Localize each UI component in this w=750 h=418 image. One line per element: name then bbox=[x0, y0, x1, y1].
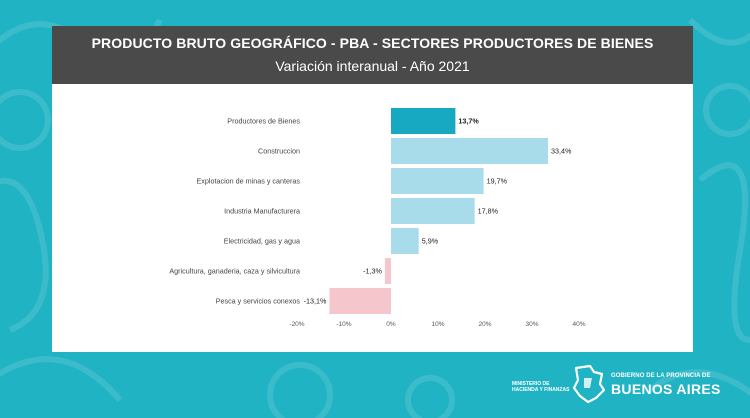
x-tick-label: -20% bbox=[289, 321, 304, 328]
bar bbox=[391, 198, 475, 224]
x-tick-label: 20% bbox=[478, 321, 491, 328]
category-label: Construccion bbox=[258, 147, 300, 156]
bar bbox=[391, 138, 548, 164]
x-tick-label: 10% bbox=[431, 321, 444, 328]
data-label: 33,4% bbox=[551, 147, 572, 156]
ministry-logo-text: MINISTERIO DE HACIENDA Y FINANZAS bbox=[512, 381, 570, 393]
bar bbox=[391, 108, 456, 134]
footer-logos: MINISTERIO DE HACIENDA Y FINANZAS GOBIER… bbox=[500, 360, 740, 410]
x-tick-label: 0% bbox=[386, 321, 396, 328]
data-label: 13,7% bbox=[458, 117, 479, 126]
data-label: 5,9% bbox=[422, 237, 439, 246]
government-logo-main: BUENOS AIRES bbox=[611, 381, 721, 397]
category-label: Explotacion de minas y canteras bbox=[197, 177, 301, 186]
category-label: Electricidad, gas y agua bbox=[224, 237, 300, 246]
chart-header: PRODUCTO BRUTO GEOGRÁFICO - PBA - SECTOR… bbox=[52, 26, 693, 84]
bar-chart: Productores de Bienes 13,7% Construccion 33… bbox=[169, 108, 586, 328]
x-tick-label: -10% bbox=[336, 321, 351, 328]
data-label: 17,8% bbox=[478, 207, 499, 216]
data-label: -13,1% bbox=[304, 297, 327, 306]
chart-card: PRODUCTO BRUTO GEOGRÁFICO - PBA - SECTOR… bbox=[52, 26, 693, 352]
data-label: -1,3% bbox=[363, 267, 382, 276]
bar bbox=[391, 168, 484, 194]
category-label: Pesca y servicios conexos bbox=[216, 297, 301, 306]
category-label: Industria Manufacturera bbox=[224, 207, 300, 216]
bar bbox=[384, 258, 391, 284]
data-label: 19,7% bbox=[487, 177, 508, 186]
category-label: Productores de Bienes bbox=[227, 117, 300, 126]
bar bbox=[391, 228, 419, 254]
bar bbox=[329, 288, 391, 314]
x-tick-label: 30% bbox=[525, 321, 538, 328]
province-map-icon bbox=[572, 364, 606, 404]
chart-title: PRODUCTO BRUTO GEOGRÁFICO - PBA - SECTOR… bbox=[91, 35, 654, 51]
government-logo-top: GOBIERNO DE LA PROVINCIA DE bbox=[611, 373, 711, 379]
chart-subtitle: Variación interanual - Año 2021 bbox=[275, 58, 470, 74]
x-tick-label: 40% bbox=[572, 321, 585, 328]
category-label: Agricultura, ganaderia, caza y silvicult… bbox=[169, 267, 300, 276]
